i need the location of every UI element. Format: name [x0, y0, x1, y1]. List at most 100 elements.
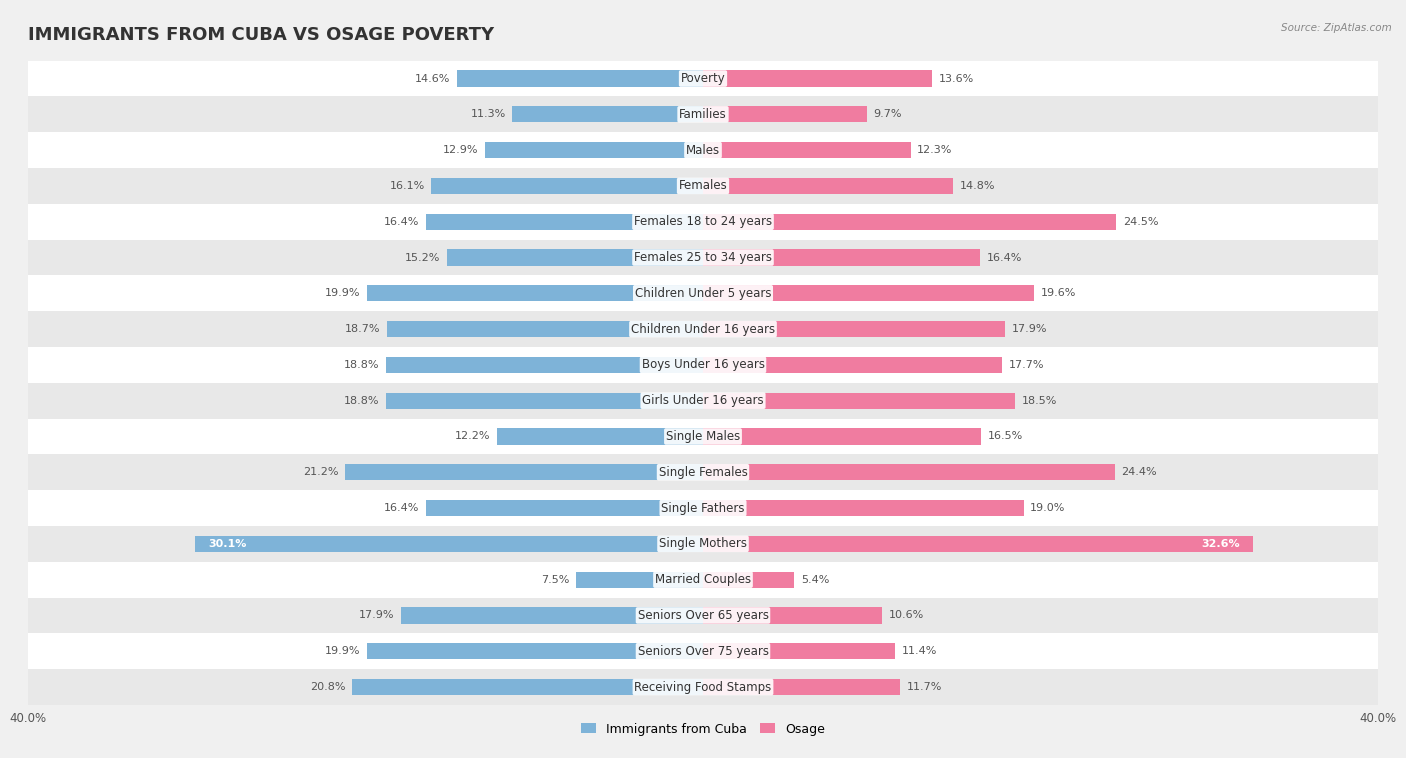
Bar [703, 249, 980, 265]
Text: 19.9%: 19.9% [325, 647, 360, 656]
Bar [457, 70, 703, 86]
Text: 24.5%: 24.5% [1123, 217, 1159, 227]
Bar [28, 204, 1378, 240]
Bar [432, 178, 703, 194]
Text: 14.6%: 14.6% [415, 74, 450, 83]
Bar [401, 607, 703, 624]
Text: Children Under 16 years: Children Under 16 years [631, 323, 775, 336]
Text: 10.6%: 10.6% [889, 610, 924, 621]
Bar [426, 214, 703, 230]
Text: 15.2%: 15.2% [405, 252, 440, 262]
Bar [426, 500, 703, 516]
Text: 12.3%: 12.3% [917, 145, 953, 155]
Text: 30.1%: 30.1% [208, 539, 247, 549]
Text: 24.4%: 24.4% [1122, 467, 1157, 478]
Bar [28, 526, 1378, 562]
Text: 11.4%: 11.4% [903, 647, 938, 656]
Bar [703, 572, 794, 587]
Bar [28, 132, 1378, 168]
Text: Males: Males [686, 143, 720, 157]
Bar [28, 275, 1378, 312]
Text: 5.4%: 5.4% [801, 575, 830, 584]
Text: 18.8%: 18.8% [343, 360, 380, 370]
Text: 12.2%: 12.2% [456, 431, 491, 441]
Text: 17.9%: 17.9% [1012, 324, 1047, 334]
Text: 9.7%: 9.7% [873, 109, 901, 119]
Text: Females 18 to 24 years: Females 18 to 24 years [634, 215, 772, 228]
Text: 20.8%: 20.8% [309, 682, 346, 692]
Text: 14.8%: 14.8% [959, 181, 995, 191]
Bar [367, 644, 703, 659]
Bar [28, 312, 1378, 347]
Bar [388, 321, 703, 337]
Bar [28, 634, 1378, 669]
Bar [28, 168, 1378, 204]
Bar [703, 214, 1116, 230]
Text: 17.9%: 17.9% [359, 610, 394, 621]
Text: Girls Under 16 years: Girls Under 16 years [643, 394, 763, 407]
Bar [703, 644, 896, 659]
Bar [576, 572, 703, 587]
Text: 21.2%: 21.2% [304, 467, 339, 478]
Text: Seniors Over 75 years: Seniors Over 75 years [637, 645, 769, 658]
Text: 16.1%: 16.1% [389, 181, 425, 191]
Text: Poverty: Poverty [681, 72, 725, 85]
Bar [28, 669, 1378, 705]
Text: Single Mothers: Single Mothers [659, 537, 747, 550]
Text: 18.5%: 18.5% [1022, 396, 1057, 406]
Bar [703, 500, 1024, 516]
Text: Families: Families [679, 108, 727, 121]
Bar [385, 393, 703, 409]
Bar [447, 249, 703, 265]
Bar [703, 285, 1033, 302]
Bar [28, 240, 1378, 275]
Text: Boys Under 16 years: Boys Under 16 years [641, 359, 765, 371]
Text: Single Females: Single Females [658, 465, 748, 479]
Text: 16.4%: 16.4% [384, 503, 419, 513]
Text: Single Fathers: Single Fathers [661, 502, 745, 515]
Text: Receiving Food Stamps: Receiving Food Stamps [634, 681, 772, 694]
Bar [703, 70, 932, 86]
Text: Married Couples: Married Couples [655, 573, 751, 586]
Bar [485, 142, 703, 158]
Bar [703, 607, 882, 624]
Bar [703, 178, 953, 194]
Bar [703, 428, 981, 444]
Text: 7.5%: 7.5% [541, 575, 569, 584]
Legend: Immigrants from Cuba, Osage: Immigrants from Cuba, Osage [576, 718, 830, 741]
Text: 16.4%: 16.4% [987, 252, 1022, 262]
Bar [367, 285, 703, 302]
Text: 18.7%: 18.7% [346, 324, 381, 334]
Bar [352, 679, 703, 695]
Text: 16.4%: 16.4% [384, 217, 419, 227]
Text: Single Males: Single Males [666, 430, 740, 443]
Bar [28, 418, 1378, 454]
Text: 12.9%: 12.9% [443, 145, 478, 155]
Bar [28, 597, 1378, 634]
Bar [28, 347, 1378, 383]
Text: 19.9%: 19.9% [325, 288, 360, 299]
Text: 19.0%: 19.0% [1031, 503, 1066, 513]
Bar [28, 61, 1378, 96]
Text: Children Under 5 years: Children Under 5 years [634, 287, 772, 300]
Bar [703, 536, 1253, 552]
Text: 11.7%: 11.7% [907, 682, 942, 692]
Text: 11.3%: 11.3% [471, 109, 506, 119]
Bar [703, 321, 1005, 337]
Bar [28, 490, 1378, 526]
Text: Females: Females [679, 180, 727, 193]
Text: Females 25 to 34 years: Females 25 to 34 years [634, 251, 772, 264]
Bar [346, 464, 703, 481]
Text: Source: ZipAtlas.com: Source: ZipAtlas.com [1281, 23, 1392, 33]
Bar [703, 464, 1115, 481]
Text: 32.6%: 32.6% [1201, 539, 1240, 549]
Bar [385, 357, 703, 373]
Bar [498, 428, 703, 444]
Text: 17.7%: 17.7% [1008, 360, 1043, 370]
Text: 13.6%: 13.6% [939, 74, 974, 83]
Bar [195, 536, 703, 552]
Bar [512, 106, 703, 122]
Bar [28, 562, 1378, 597]
Text: IMMIGRANTS FROM CUBA VS OSAGE POVERTY: IMMIGRANTS FROM CUBA VS OSAGE POVERTY [28, 26, 495, 44]
Bar [703, 357, 1001, 373]
